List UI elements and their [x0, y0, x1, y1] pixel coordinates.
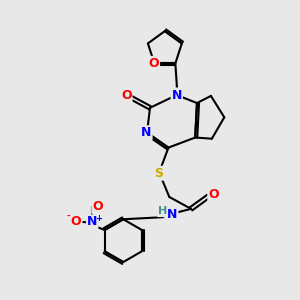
Text: -: -	[67, 212, 70, 221]
Text: O: O	[92, 200, 103, 213]
Text: O: O	[208, 188, 219, 201]
Text: O: O	[148, 57, 159, 70]
Text: S: S	[154, 167, 164, 180]
Text: N: N	[167, 208, 178, 221]
Text: O: O	[121, 88, 131, 101]
Text: H: H	[158, 206, 167, 216]
Text: O: O	[71, 214, 82, 227]
Text: N: N	[141, 126, 152, 139]
Text: +: +	[95, 214, 102, 223]
Text: N: N	[172, 88, 182, 101]
Text: N: N	[87, 215, 98, 228]
